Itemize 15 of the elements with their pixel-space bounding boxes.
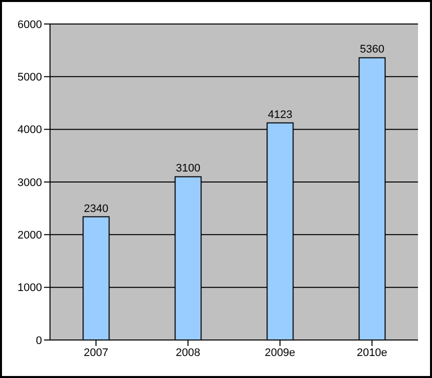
data-label: 3100 bbox=[176, 162, 200, 175]
x-tick-label: 2009e bbox=[264, 346, 296, 359]
y-tick-label: 6000 bbox=[18, 18, 42, 31]
y-tick-label: 3000 bbox=[18, 176, 42, 189]
data-label: 2340 bbox=[84, 202, 108, 215]
y-tick-label: 1000 bbox=[18, 282, 42, 294]
x-tick-label: 2010e bbox=[356, 346, 388, 359]
x-tick-label: 2007 bbox=[84, 346, 108, 359]
x-tick-label: 2008 bbox=[176, 346, 200, 359]
y-tick-label: 0 bbox=[36, 334, 42, 347]
data-label: 5360 bbox=[360, 44, 384, 56]
y-tick-label: 4000 bbox=[18, 124, 42, 136]
data-label: 4123 bbox=[268, 108, 292, 121]
y-tick-label: 2000 bbox=[18, 230, 42, 242]
y-tick-label: 5000 bbox=[18, 72, 42, 84]
